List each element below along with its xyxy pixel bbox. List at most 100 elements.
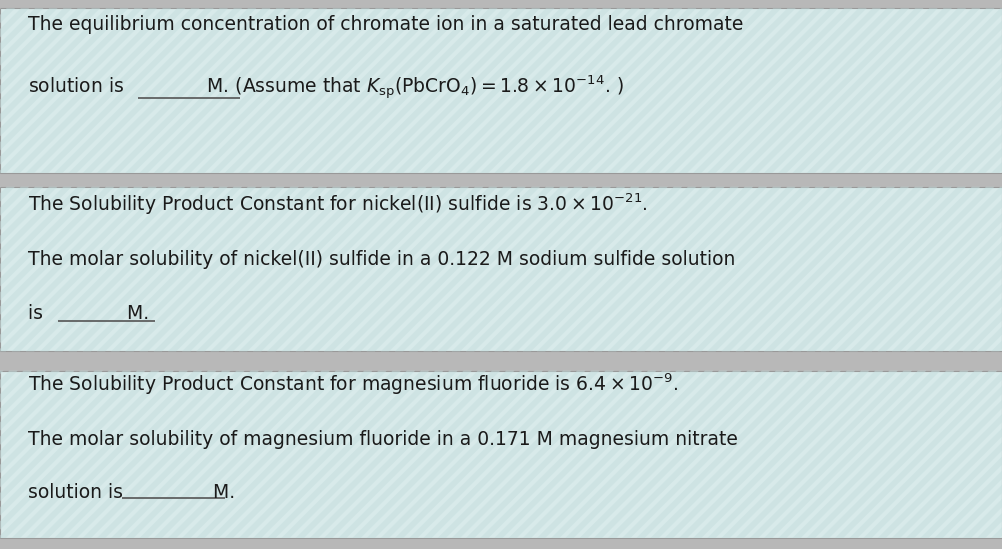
- Polygon shape: [0, 371, 4, 538]
- Polygon shape: [949, 8, 1002, 173]
- Text: The equilibrium concentration of chromate ion in a saturated lead chromate: The equilibrium concentration of chromat…: [28, 15, 743, 34]
- Polygon shape: [153, 187, 328, 351]
- Polygon shape: [438, 8, 611, 173]
- Polygon shape: [735, 371, 912, 538]
- Polygon shape: [0, 187, 15, 351]
- Polygon shape: [707, 187, 881, 351]
- Polygon shape: [551, 187, 724, 351]
- Polygon shape: [480, 371, 656, 538]
- Text: The Solubility Product Constant for nickel(II) sulfide is $3.0 \times 10^{-21}$.: The Solubility Product Constant for nick…: [28, 192, 648, 217]
- Polygon shape: [664, 8, 839, 173]
- Polygon shape: [693, 187, 867, 351]
- Polygon shape: [40, 8, 213, 173]
- Text: is              M.: is M.: [28, 304, 149, 323]
- Polygon shape: [622, 371, 799, 538]
- Polygon shape: [0, 187, 100, 351]
- Polygon shape: [40, 187, 213, 351]
- Polygon shape: [353, 8, 526, 173]
- Polygon shape: [991, 371, 1002, 538]
- Polygon shape: [949, 187, 1002, 351]
- Polygon shape: [68, 187, 242, 351]
- Polygon shape: [579, 371, 756, 538]
- Polygon shape: [906, 187, 1002, 351]
- Polygon shape: [353, 187, 526, 351]
- Polygon shape: [807, 371, 983, 538]
- Polygon shape: [849, 8, 1002, 173]
- Polygon shape: [125, 187, 299, 351]
- Polygon shape: [480, 8, 653, 173]
- Polygon shape: [679, 8, 853, 173]
- Polygon shape: [508, 8, 682, 173]
- Polygon shape: [395, 371, 571, 538]
- Polygon shape: [650, 371, 827, 538]
- Polygon shape: [835, 371, 1002, 538]
- Polygon shape: [523, 371, 699, 538]
- Polygon shape: [423, 8, 597, 173]
- Polygon shape: [282, 187, 455, 351]
- Polygon shape: [636, 187, 810, 351]
- Polygon shape: [0, 8, 43, 173]
- Polygon shape: [0, 8, 142, 173]
- Polygon shape: [12, 8, 185, 173]
- Polygon shape: [693, 371, 870, 538]
- Polygon shape: [934, 8, 1002, 173]
- Polygon shape: [438, 371, 614, 538]
- Polygon shape: [949, 371, 1002, 538]
- Polygon shape: [523, 8, 696, 173]
- Polygon shape: [54, 187, 228, 351]
- Polygon shape: [0, 187, 29, 351]
- Polygon shape: [253, 187, 427, 351]
- Polygon shape: [934, 371, 1002, 538]
- Polygon shape: [892, 187, 1002, 351]
- Polygon shape: [0, 371, 117, 538]
- Polygon shape: [849, 371, 1002, 538]
- Polygon shape: [0, 187, 128, 351]
- Polygon shape: [920, 371, 1002, 538]
- Polygon shape: [97, 187, 271, 351]
- Polygon shape: [821, 187, 994, 351]
- Polygon shape: [12, 187, 185, 351]
- Polygon shape: [793, 371, 969, 538]
- Polygon shape: [0, 187, 171, 351]
- Polygon shape: [83, 8, 257, 173]
- Polygon shape: [238, 8, 413, 173]
- Polygon shape: [139, 187, 313, 351]
- Polygon shape: [991, 8, 1002, 173]
- Polygon shape: [764, 8, 938, 173]
- Polygon shape: [168, 371, 345, 538]
- Polygon shape: [508, 371, 685, 538]
- Polygon shape: [537, 8, 710, 173]
- Polygon shape: [864, 371, 1002, 538]
- Polygon shape: [139, 8, 313, 173]
- Polygon shape: [679, 371, 856, 538]
- Polygon shape: [268, 8, 441, 173]
- Polygon shape: [111, 8, 285, 173]
- Text: The molar solubility of magnesium fluoride in a 0.171 M magnesium nitrate: The molar solubility of magnesium fluori…: [28, 430, 737, 449]
- Polygon shape: [338, 8, 512, 173]
- Polygon shape: [963, 371, 1002, 538]
- Text: solution is               M.: solution is M.: [28, 484, 235, 502]
- Polygon shape: [608, 8, 782, 173]
- Polygon shape: [196, 371, 373, 538]
- Polygon shape: [650, 187, 824, 351]
- Polygon shape: [0, 8, 57, 173]
- Polygon shape: [864, 187, 1002, 351]
- Polygon shape: [920, 8, 1002, 173]
- Polygon shape: [934, 187, 1002, 351]
- Polygon shape: [238, 187, 413, 351]
- Polygon shape: [821, 371, 997, 538]
- Polygon shape: [26, 187, 199, 351]
- Polygon shape: [0, 371, 131, 538]
- Polygon shape: [139, 371, 316, 538]
- Polygon shape: [537, 187, 710, 351]
- Polygon shape: [892, 371, 1002, 538]
- Polygon shape: [622, 8, 796, 173]
- Polygon shape: [182, 187, 356, 351]
- Bar: [0, 187, 1002, 351]
- Polygon shape: [423, 187, 597, 351]
- Polygon shape: [452, 371, 628, 538]
- Polygon shape: [0, 187, 58, 351]
- Polygon shape: [0, 371, 60, 538]
- Polygon shape: [963, 8, 1002, 173]
- Polygon shape: [735, 8, 909, 173]
